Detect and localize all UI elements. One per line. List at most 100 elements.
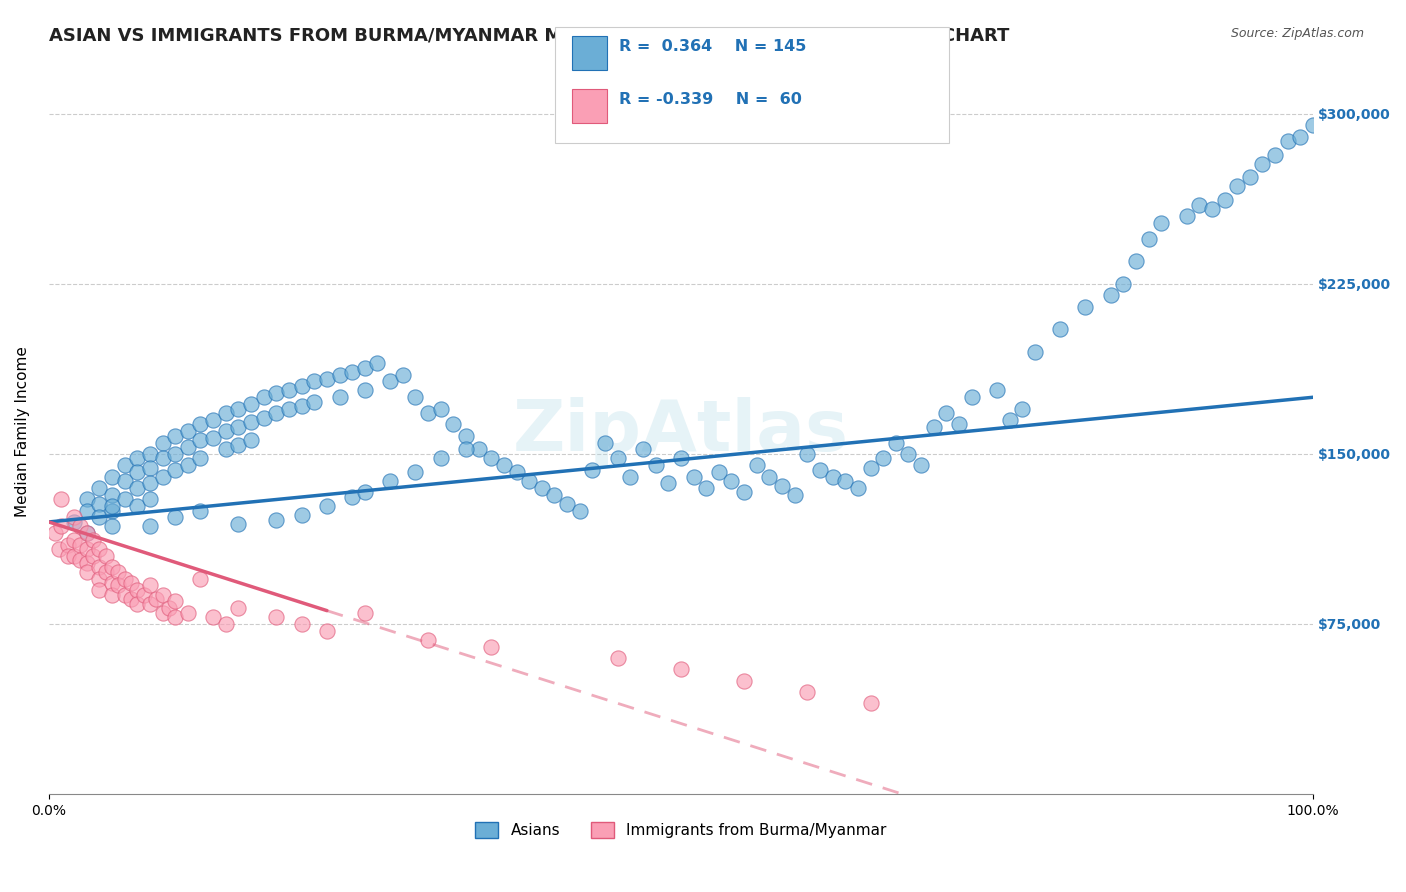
Point xyxy=(165,610,187,624)
Point xyxy=(1175,209,1198,223)
Point xyxy=(228,401,250,416)
Point xyxy=(1239,170,1261,185)
Point xyxy=(76,565,98,579)
Point xyxy=(454,429,477,443)
Point xyxy=(253,410,276,425)
Point xyxy=(48,542,70,557)
Point xyxy=(228,517,250,532)
Point xyxy=(796,685,818,699)
Point xyxy=(228,438,250,452)
Point xyxy=(291,400,314,414)
Point xyxy=(253,390,276,404)
Point xyxy=(101,469,124,483)
Point xyxy=(291,617,314,632)
Point xyxy=(1188,197,1211,211)
Point xyxy=(202,610,225,624)
Point xyxy=(89,560,111,574)
Point xyxy=(1125,254,1147,268)
Point xyxy=(1074,300,1097,314)
Point xyxy=(152,469,174,483)
Point xyxy=(215,424,238,438)
Point xyxy=(139,476,162,491)
Point xyxy=(101,488,124,502)
Point xyxy=(1099,288,1122,302)
Point xyxy=(152,451,174,466)
Legend: Asians, Immigrants from Burma/Myanmar: Asians, Immigrants from Burma/Myanmar xyxy=(470,816,893,845)
Point xyxy=(56,538,79,552)
Text: ASIAN VS IMMIGRANTS FROM BURMA/MYANMAR MEDIAN FAMILY INCOME CORRELATION CHART: ASIAN VS IMMIGRANTS FROM BURMA/MYANMAR M… xyxy=(49,27,1010,45)
Point xyxy=(872,451,894,466)
Point xyxy=(555,497,578,511)
Point xyxy=(340,365,363,379)
Point xyxy=(986,384,1008,398)
Point xyxy=(152,606,174,620)
Point xyxy=(353,360,375,375)
Point xyxy=(378,474,401,488)
Point xyxy=(127,582,149,597)
Point xyxy=(1137,231,1160,245)
Point xyxy=(733,485,755,500)
Point xyxy=(530,481,553,495)
Point xyxy=(44,526,66,541)
Point xyxy=(114,587,136,601)
Point xyxy=(291,379,314,393)
Point xyxy=(177,424,200,438)
Point xyxy=(1201,202,1223,216)
Point xyxy=(76,526,98,541)
Text: ZipAtlas: ZipAtlas xyxy=(513,397,849,466)
Point xyxy=(177,458,200,473)
Point xyxy=(391,368,413,382)
Point xyxy=(89,542,111,557)
Point xyxy=(416,406,439,420)
Point xyxy=(568,503,591,517)
Point xyxy=(114,492,136,507)
Point xyxy=(120,576,142,591)
Point xyxy=(353,606,375,620)
Point xyxy=(1251,157,1274,171)
Point xyxy=(165,463,187,477)
Point xyxy=(593,435,616,450)
Point xyxy=(454,442,477,457)
Point xyxy=(441,417,464,432)
Point xyxy=(606,451,628,466)
Point xyxy=(139,447,162,461)
Point xyxy=(139,492,162,507)
Point xyxy=(758,469,780,483)
Point xyxy=(101,499,124,513)
Point xyxy=(328,368,350,382)
Point xyxy=(89,510,111,524)
Point xyxy=(63,533,86,547)
Point xyxy=(94,549,117,563)
Point xyxy=(897,447,920,461)
Point xyxy=(145,592,167,607)
Point xyxy=(1213,193,1236,207)
Point xyxy=(1049,322,1071,336)
Point xyxy=(796,447,818,461)
Point xyxy=(1150,216,1173,230)
Point xyxy=(821,469,844,483)
Point xyxy=(127,451,149,466)
Point xyxy=(1289,129,1312,144)
Point xyxy=(240,415,263,429)
Point xyxy=(808,463,831,477)
Text: Source: ZipAtlas.com: Source: ZipAtlas.com xyxy=(1230,27,1364,40)
Point xyxy=(89,481,111,495)
Text: R = -0.339    N =  60: R = -0.339 N = 60 xyxy=(619,93,801,107)
Point xyxy=(304,394,326,409)
Point xyxy=(517,474,540,488)
Point xyxy=(202,431,225,445)
Point xyxy=(1011,401,1033,416)
Point xyxy=(353,384,375,398)
Point xyxy=(315,624,337,638)
Point xyxy=(165,510,187,524)
Point xyxy=(101,587,124,601)
Point xyxy=(114,458,136,473)
Point xyxy=(707,465,730,479)
Point xyxy=(190,572,212,586)
Point xyxy=(177,606,200,620)
Point xyxy=(202,413,225,427)
Point xyxy=(240,397,263,411)
Point xyxy=(745,458,768,473)
Point xyxy=(404,390,426,404)
Point xyxy=(139,578,162,592)
